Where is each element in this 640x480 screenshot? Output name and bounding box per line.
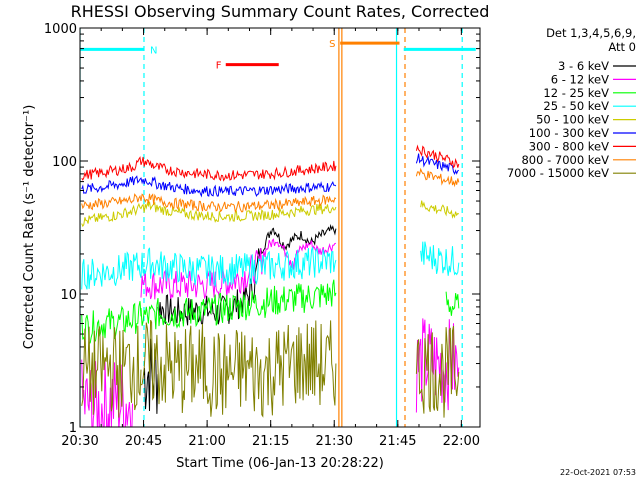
series-line-6-0 — [81, 156, 337, 182]
footer-date: 22-Oct-2021 07:53 — [560, 468, 636, 477]
y-axis-label: Corrected Count Rate (s⁻¹ detector⁻¹) — [22, 105, 37, 350]
series-line-7-0 — [81, 193, 337, 213]
legend-label-6: 300 - 800 keV — [529, 139, 609, 153]
flag-label-3: S — [329, 39, 335, 50]
series-6 — [81, 144, 460, 182]
x-tick-label-3: 21:15 — [252, 434, 289, 449]
series-line-8-0 — [81, 325, 142, 418]
series-line-6-1 — [415, 144, 460, 169]
chart-title: RHESSI Observing Summary Count Rates, Co… — [71, 2, 490, 21]
series-line-5-1 — [415, 153, 459, 175]
x-tick-label-1: 20:45 — [125, 434, 162, 449]
legend-label-1: 6 - 12 keV — [551, 72, 609, 86]
series-line-4-0 — [81, 201, 337, 228]
legend-label-8: 7000 - 15000 keV — [507, 166, 609, 180]
series-line-8-2 — [415, 325, 460, 418]
series-line-7-1 — [415, 167, 460, 188]
legend-label-7: 800 - 7000 keV — [521, 153, 609, 167]
series-line-3-0 — [81, 246, 337, 290]
series-line-2-0 — [81, 300, 142, 344]
series-line-5-0 — [81, 175, 337, 198]
y-tick-label-3: 1000 — [44, 22, 77, 37]
series-4 — [81, 200, 459, 228]
series-8 — [81, 319, 460, 418]
x-tick-label-6: 22:00 — [443, 434, 480, 449]
series-3 — [81, 241, 460, 290]
series-7 — [81, 167, 460, 213]
x-tick-label-0: 20:30 — [61, 434, 98, 449]
series-line-2-1 — [140, 279, 337, 330]
series-2 — [81, 279, 460, 344]
legend-label-0: 3 - 6 keV — [558, 59, 609, 73]
x-axis-label: Start Time (06-Jan-13 20:28:22) — [176, 456, 384, 471]
legend-label-3: 25 - 50 keV — [543, 99, 609, 113]
series-line-4-1 — [420, 200, 459, 219]
x-tick-label-2: 21:00 — [188, 434, 225, 449]
x-tick-label-4: 21:30 — [316, 434, 353, 449]
series-line-3-1 — [420, 241, 460, 276]
legend-header-line-2: Att 0 — [608, 40, 636, 54]
legend-label-4: 50 - 100 keV — [536, 113, 609, 127]
legend-label-5: 100 - 300 keV — [529, 126, 609, 140]
series-line-8-1 — [140, 319, 337, 418]
flag-label-2: F — [216, 61, 222, 72]
series-line-2-2 — [445, 291, 460, 316]
y-tick-label-0: 1 — [69, 421, 77, 436]
series-5 — [81, 153, 459, 198]
legend-header-line-1: Det 1,3,4,5,6,9, — [546, 26, 636, 40]
flag-label-0: N — [150, 45, 157, 56]
plot-frame — [79, 27, 481, 428]
legend-label-2: 12 - 25 keV — [543, 86, 609, 100]
y-tick-label-1: 10 — [60, 288, 77, 303]
x-tick-label-5: 21:45 — [379, 434, 416, 449]
y-tick-label-2: 100 — [52, 155, 77, 170]
series-line-1-1 — [140, 238, 336, 300]
